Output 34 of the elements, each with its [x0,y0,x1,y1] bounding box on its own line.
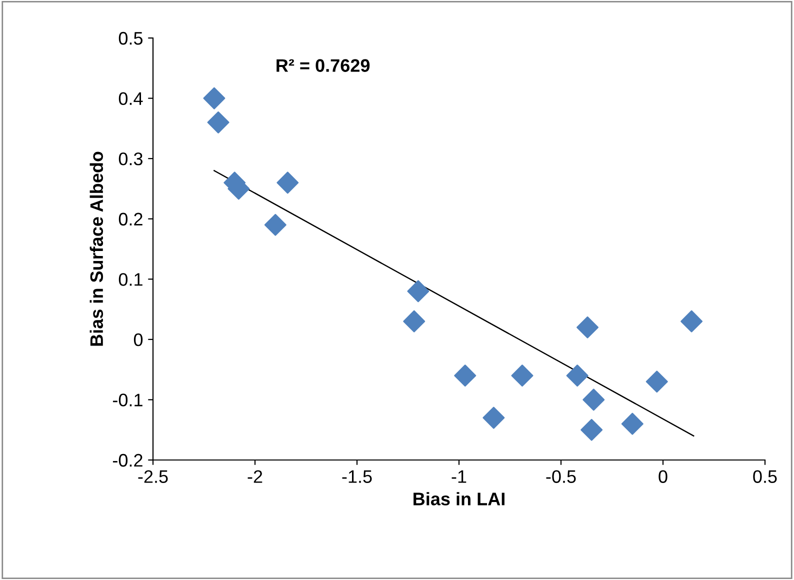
point [276,172,299,194]
point [582,388,605,411]
point [482,406,505,429]
point [621,412,644,435]
point [646,370,668,393]
point [511,364,534,387]
x-tick-label: 0 [658,470,668,483]
point [403,310,426,332]
x-tick-label: -2 [248,470,262,483]
y-tick-label: -0.1 [112,394,142,406]
y-tick-label: 0.3 [118,152,142,166]
y-tick-label: 0.2 [118,212,142,226]
x-tick-label: -2.5 [138,470,168,483]
y-tick-label: 0.4 [118,92,143,106]
point [203,87,226,110]
point [576,316,599,338]
point [207,111,230,134]
x-tick-label: -1 [452,470,466,483]
x-tick-label: -1.5 [342,470,372,483]
y-tick-label: 0.5 [118,32,143,45]
annotation: R² = 0.7629 [276,59,370,72]
x-tick-label: -0.5 [546,470,576,483]
point [454,364,476,387]
y-tick-label: -0.2 [112,454,142,467]
y-tick-label: 0 [134,333,143,346]
point [580,418,603,441]
point [407,280,430,302]
point [264,214,286,236]
y-tick-label: 0.1 [118,273,142,286]
point [680,310,703,332]
x-axis-title: Bias in LAI [414,492,504,506]
x-tick-label: 0.5 [753,470,777,483]
y-axis-title: Bias in Surface Albedo [90,152,104,346]
point [566,364,588,387]
